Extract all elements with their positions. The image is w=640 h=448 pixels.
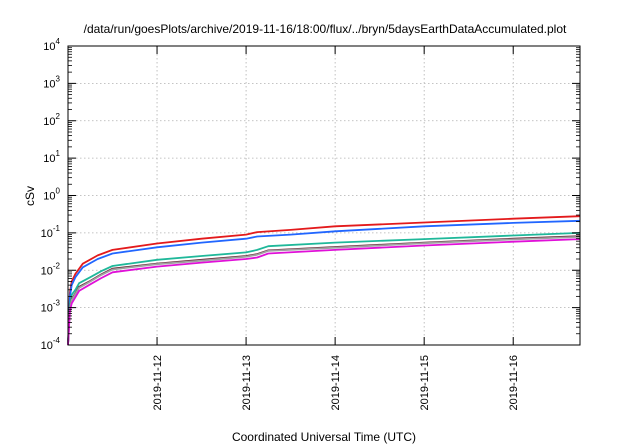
series-line-4 [67, 235, 581, 346]
y-tick-label: 10-4 [41, 336, 61, 352]
x-tick-label: 2019-11-15 [419, 355, 431, 410]
y-tick-label: 101 [43, 149, 60, 165]
ticks [68, 45, 580, 346]
x-tick-label: 2019-11-16 [508, 355, 520, 410]
y-tick-label: 10-1 [41, 224, 61, 240]
y-tick-labels: 10-4 10-3 10-2 10-1 100 101 102 103 104 [41, 37, 61, 352]
y-tick-label: 102 [43, 112, 60, 128]
series-layer [67, 215, 581, 346]
y-tick-label: 10-3 [41, 299, 61, 315]
x-tick-labels: 2019-11-12 2019-11-13 2019-11-14 2019-11-15… [152, 355, 520, 410]
x-tick-label: 2019-11-12 [152, 355, 164, 410]
y-tick-label: 10-2 [41, 261, 61, 277]
series-line-5 [67, 236, 581, 346]
y-axis-label: cSv [23, 186, 37, 206]
y-tick-label: 103 [43, 74, 60, 90]
y-tick-label: 104 [43, 37, 60, 53]
series-line-2 [67, 219, 581, 346]
chart-title: /data/run/goesPlots/archive/2019-11-16/1… [84, 22, 567, 36]
x-tick-label: 2019-11-13 [241, 355, 253, 410]
series-line-6 [67, 238, 581, 346]
grid [68, 46, 580, 345]
x-tick-label: 2019-11-14 [330, 355, 342, 410]
series-line-1 [67, 215, 581, 346]
x-axis-label: Coordinated Universal Time (UTC) [232, 430, 416, 444]
series-line-3 [67, 232, 581, 346]
y-tick-label: 100 [43, 187, 60, 203]
